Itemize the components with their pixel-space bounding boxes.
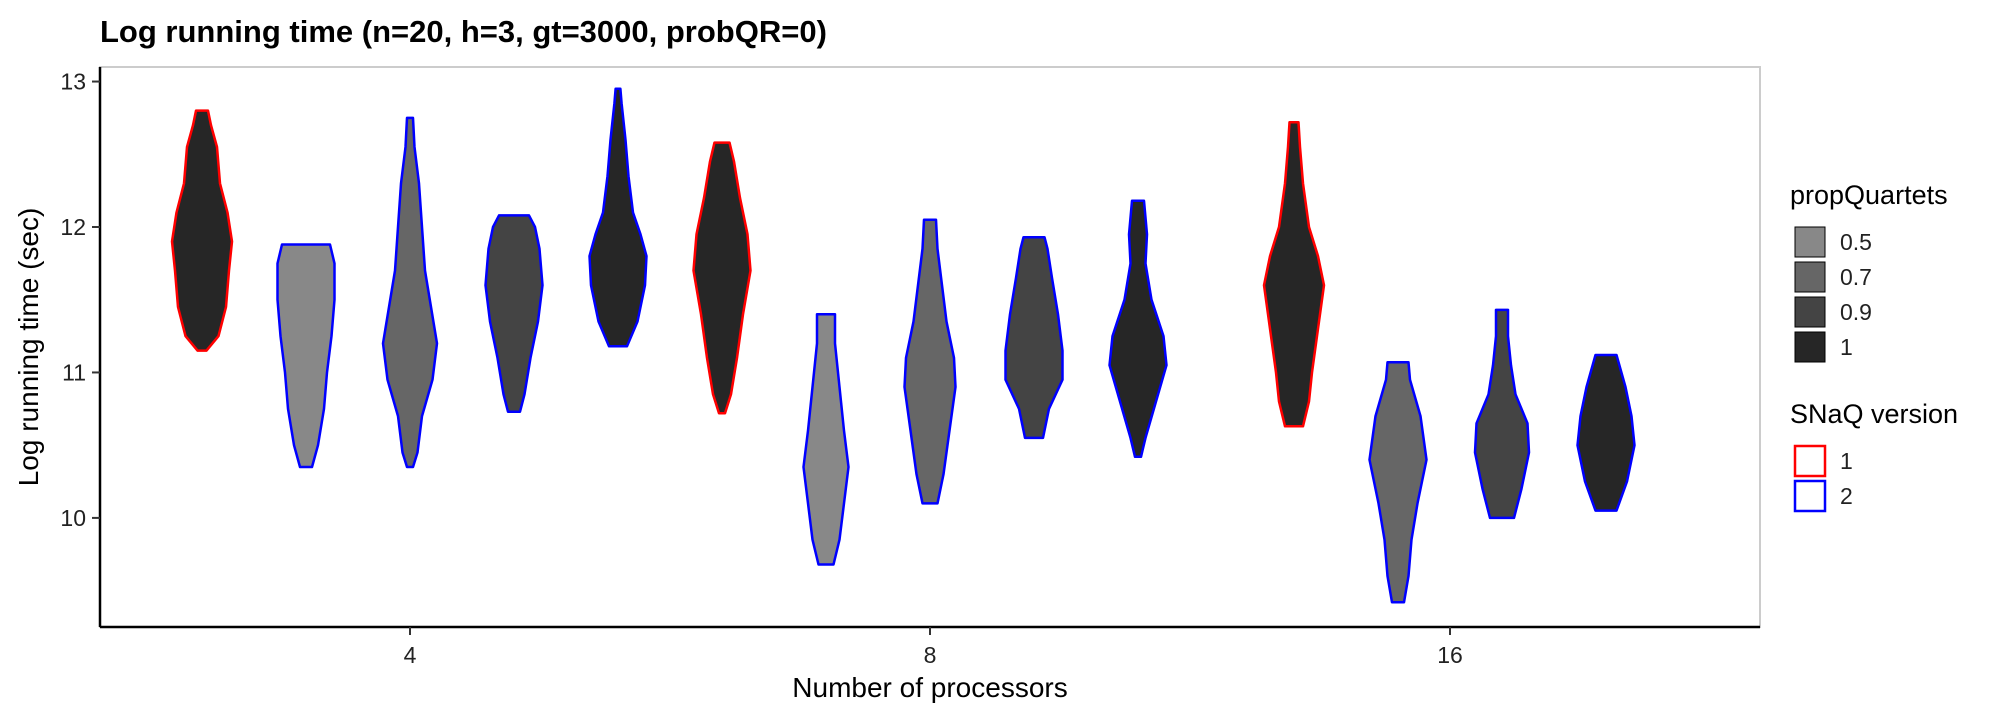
violin-shape xyxy=(276,243,336,469)
violin-shape xyxy=(692,141,752,415)
violin-shape xyxy=(802,313,850,566)
violin-shape xyxy=(1004,235,1064,440)
chart-title: Log running time (n=20, h=3, gt=3000, pr… xyxy=(100,14,827,49)
x-tick-label: 16 xyxy=(1437,642,1463,668)
legend-fill-label: 0.9 xyxy=(1840,299,1872,325)
legend-fill-key xyxy=(1794,261,1826,293)
violin-shape xyxy=(1108,199,1168,459)
violin-shape xyxy=(1262,121,1326,428)
violin-shape xyxy=(1368,361,1428,604)
legend-outline-items: 12 xyxy=(1793,444,1853,513)
legend-fill-label: 0.7 xyxy=(1840,264,1872,290)
y-axis: 10 11 12 13 xyxy=(60,67,102,627)
legend-outline-key xyxy=(1793,444,1827,478)
legend-outline-title: SNaQ version xyxy=(1790,399,1958,429)
y-tick-label: 12 xyxy=(60,214,86,240)
violin-shape xyxy=(903,218,957,505)
legend-outline-key xyxy=(1793,479,1827,513)
y-tick-label: 13 xyxy=(60,69,86,95)
legend-fill-key xyxy=(1794,296,1826,328)
legend-outline-label: 1 xyxy=(1840,448,1853,474)
violin-shape xyxy=(1473,308,1531,520)
violin-shape xyxy=(484,214,544,413)
x-tick-label: 8 xyxy=(924,642,937,668)
legend-fill-title: propQuartets xyxy=(1790,180,1948,210)
legend-outline-label: 2 xyxy=(1840,483,1853,509)
legend-fill-label: 0.5 xyxy=(1840,229,1872,255)
x-tick-label: 4 xyxy=(404,642,417,668)
legend: propQuartets SNaQ version 0.50.70.91 12 xyxy=(1790,180,1958,513)
x-axis: 4 8 16 xyxy=(100,625,1760,668)
y-axis-label: Log running time (sec) xyxy=(13,208,44,487)
legend-fill-key xyxy=(1794,226,1826,258)
x-axis-label: Number of processors xyxy=(792,672,1067,703)
violins-layer xyxy=(170,87,1636,604)
y-tick-label: 10 xyxy=(60,505,86,531)
violin-shape xyxy=(170,109,234,352)
legend-fill-label: 1 xyxy=(1840,334,1853,360)
violin-shape xyxy=(1576,353,1636,512)
legend-fill-key xyxy=(1794,331,1826,363)
y-tick-label: 11 xyxy=(62,359,86,385)
legend-fill-items: 0.5 0.7 0.9 1 xyxy=(1794,226,1872,363)
violin-shape xyxy=(381,116,439,469)
violin-shape xyxy=(588,87,648,348)
